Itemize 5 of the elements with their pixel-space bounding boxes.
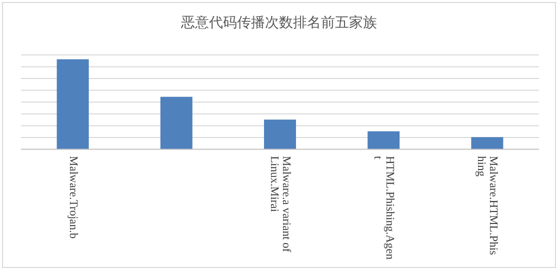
x-tick-label: HTML.Phishing.Agent [372, 156, 396, 260]
x-tick-label: Malware.Trojan.b [66, 156, 79, 239]
chart-title: 恶意代码传播次数排名前五家族 [180, 14, 378, 32]
x-tick-label: Malware.a variant of Linux.Mirai [268, 156, 292, 254]
x-tick-label: Malware.HTML.Phishing [475, 156, 500, 258]
